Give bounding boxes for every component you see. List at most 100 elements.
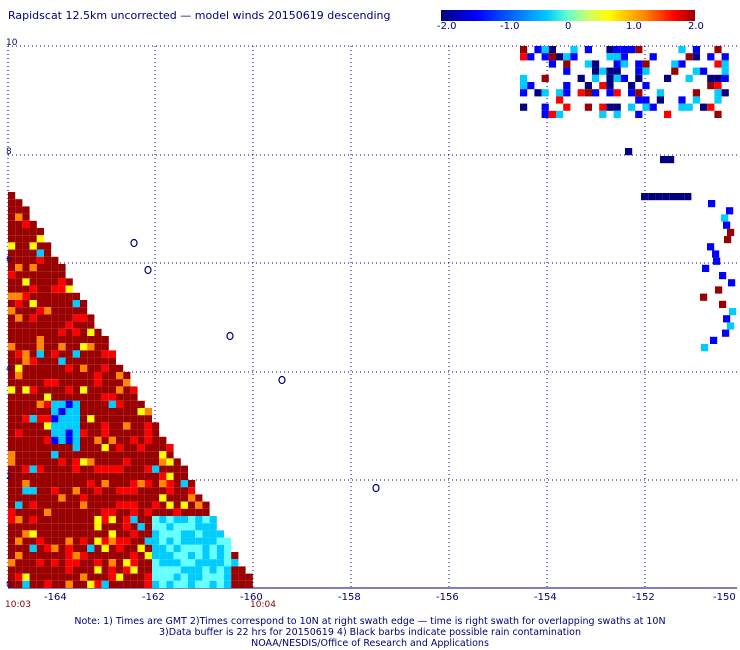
wind-cell [22,400,30,408]
wind-cell [613,60,621,68]
wind-cell [8,228,16,236]
wind-cell [51,559,59,567]
wind-cell [8,516,16,524]
wind-cell [15,566,23,574]
wind-cell [22,343,30,351]
wind-cell [15,256,23,264]
wind-cell [8,336,16,344]
wind-cell [22,256,30,264]
wind-cell [108,436,116,444]
wind-cell [65,429,73,437]
wind-cell [137,494,145,502]
wind-cell [721,74,729,82]
wind-cell [65,379,73,387]
wind-cell [94,465,102,473]
wind-cell [541,103,549,111]
swath-time-right: 10:04 [250,600,276,610]
wind-cell [216,566,224,574]
wind-cell [209,523,217,531]
wind-cell [72,321,80,329]
wind-cell [8,357,16,365]
wind-cell [188,523,196,531]
wind-cell [58,328,66,336]
wind-cell [58,451,66,459]
wind-cell [137,580,145,588]
wind-cell [130,472,138,480]
wind-cell [180,566,188,574]
wind-cell [195,523,203,531]
wind-cell [29,516,37,524]
wind-cell [72,436,80,444]
wind-cell [173,494,181,502]
wind-cell [238,573,246,581]
wind-cell [36,415,44,423]
wind-cell [51,321,59,329]
wind-cell [130,436,138,444]
wind-cell [159,523,167,531]
wind-cell [584,46,592,54]
wind-cell [44,451,52,459]
wind-cell [195,516,203,524]
wind-cell [137,400,145,408]
wind-cell [80,552,88,560]
wind-cell [44,472,52,480]
wind-cell [520,103,528,111]
wind-cell [667,156,675,164]
wind-cell [692,89,700,97]
wind-cell [116,487,124,495]
wind-cell [65,487,73,495]
wind-cell [108,516,116,524]
wind-cell [22,357,30,365]
wind-cell [72,465,80,473]
wind-cell [108,350,116,358]
wind-cell [36,235,44,243]
wind-cell [635,67,643,75]
wind-cell [707,243,715,251]
wind-cell [123,400,131,408]
wind-cell [51,508,59,516]
wind-cell [116,494,124,502]
wind-cell [22,415,30,423]
wind-cell [656,89,664,97]
wind-cell [677,193,685,201]
wind-cell [58,530,66,538]
wind-cell [108,537,116,545]
wind-cell [692,53,700,61]
wind-cell [584,60,592,68]
wind-cell [108,559,116,567]
wind-cell [65,472,73,480]
wind-cell [51,444,59,452]
wind-cell [108,552,116,560]
wind-cell [15,501,23,509]
wind-cell [541,46,549,54]
wind-cell [159,552,167,560]
wind-cell [58,436,66,444]
wind-cell [108,508,116,516]
wind-cell [22,552,30,560]
wind-cell [72,343,80,351]
wind-cell [29,544,37,552]
wind-cell [641,193,649,201]
wind-cell [159,458,167,466]
wind-cell [29,343,37,351]
wind-cell [541,110,549,118]
y-tick-label: 2 [6,472,12,482]
wind-cell [159,580,167,588]
wind-cell [159,480,167,488]
wind-cell [655,193,663,201]
wind-cell [15,537,23,545]
wind-cell [180,537,188,545]
wind-cell [72,393,80,401]
wind-cell [101,487,109,495]
wind-cell [678,46,686,54]
wind-cell [58,422,66,430]
wind-cell [72,408,80,416]
wind-cell [592,60,600,68]
wind-cell [137,573,145,581]
wind-cell [116,573,124,581]
wind-cell [65,451,73,459]
wind-cell [58,458,66,466]
wind-cell [51,264,59,272]
wind-cell [44,386,52,394]
wind-cell [584,103,592,111]
